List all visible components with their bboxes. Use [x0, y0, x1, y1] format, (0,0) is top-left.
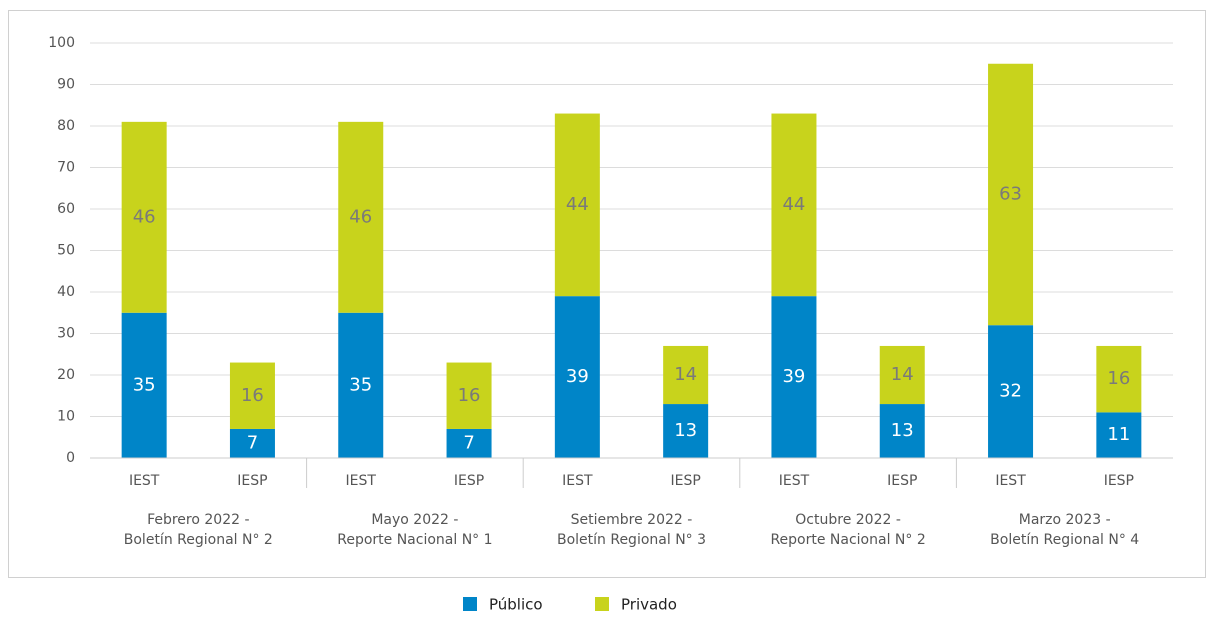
bar-segment	[1096, 412, 1142, 458]
legend-label: Público	[489, 596, 543, 614]
value-label: 16	[1107, 368, 1130, 389]
y-tick-label: 10	[57, 409, 75, 425]
value-label: 14	[674, 364, 697, 385]
value-label: 14	[891, 364, 914, 385]
bar-segment	[988, 63, 1034, 326]
bar-segment	[446, 428, 492, 458]
group-label: Boletín Regional N° 4	[990, 532, 1139, 548]
bar-segment	[446, 362, 492, 429]
y-tick-label: 70	[57, 160, 75, 176]
x-tick-label: IEST	[779, 473, 810, 489]
value-label: 16	[241, 385, 264, 406]
y-tick-label: 40	[57, 284, 75, 300]
group-label: Reporte Nacional N° 1	[337, 532, 492, 548]
group-label: Boletín Regional N° 3	[557, 532, 706, 548]
y-tick-label: 60	[57, 201, 75, 217]
chart-frame	[8, 10, 1206, 578]
value-label: 63	[999, 183, 1022, 204]
bar-segment	[771, 113, 817, 297]
value-label: 11	[1107, 424, 1130, 445]
y-tick-label: 30	[57, 326, 75, 342]
y-tick-label: 80	[57, 118, 75, 134]
x-tick-label: IEST	[346, 473, 377, 489]
bar-segment	[229, 362, 275, 429]
x-tick-label: IESP	[887, 473, 917, 489]
group-label: Marzo 2023 -	[1019, 512, 1111, 528]
value-label: 46	[349, 206, 372, 227]
x-tick-label: IESP	[237, 473, 267, 489]
group-label: Reporte Nacional N° 2	[770, 532, 925, 548]
y-tick-label: 90	[57, 77, 75, 93]
value-label: 16	[458, 385, 481, 406]
y-tick-label: 50	[57, 243, 75, 259]
y-tick-label: 20	[57, 367, 75, 383]
bar-segment	[663, 345, 709, 405]
bar-segment	[121, 312, 167, 458]
value-label: 39	[782, 366, 805, 387]
value-label: 44	[566, 194, 589, 215]
bar-segment	[554, 113, 600, 297]
legend-swatch	[463, 597, 477, 611]
value-label: 7	[463, 432, 474, 453]
x-tick-label: IESP	[454, 473, 484, 489]
bar-segment	[988, 325, 1034, 458]
bar-segment	[1096, 345, 1142, 413]
group-label: Febrero 2022 -	[147, 512, 249, 528]
group-label: Boletín Regional N° 2	[124, 532, 273, 548]
bar-segment	[121, 121, 167, 313]
bar-segment	[879, 345, 925, 405]
x-tick-label: IEST	[562, 473, 593, 489]
bar-segment	[771, 296, 817, 458]
value-label: 35	[133, 374, 156, 395]
legend-label: Privado	[621, 596, 677, 614]
bar-segment	[338, 121, 384, 313]
legend-swatch	[595, 597, 609, 611]
x-tick-label: IEST	[995, 473, 1026, 489]
value-label: 13	[674, 420, 697, 441]
value-label: 39	[566, 366, 589, 387]
x-tick-label: IEST	[129, 473, 160, 489]
bar-segment	[229, 428, 275, 458]
group-label: Octubre 2022 -	[795, 512, 901, 528]
value-label: 35	[349, 374, 372, 395]
bar-segment	[879, 404, 925, 458]
group-label: Setiembre 2022 -	[571, 512, 693, 528]
value-label: 44	[782, 194, 805, 215]
y-tick-label: 0	[66, 450, 75, 466]
x-tick-label: IESP	[1104, 473, 1134, 489]
group-label: Mayo 2022 -	[371, 512, 458, 528]
bar-segment	[338, 312, 384, 458]
value-label: 46	[133, 206, 156, 227]
y-tick-label: 100	[48, 35, 75, 51]
value-label: 13	[891, 420, 914, 441]
bar-segment	[554, 296, 600, 458]
value-label: 32	[999, 381, 1022, 402]
value-label: 7	[247, 432, 258, 453]
bar-segment	[663, 404, 709, 458]
x-tick-label: IESP	[670, 473, 700, 489]
